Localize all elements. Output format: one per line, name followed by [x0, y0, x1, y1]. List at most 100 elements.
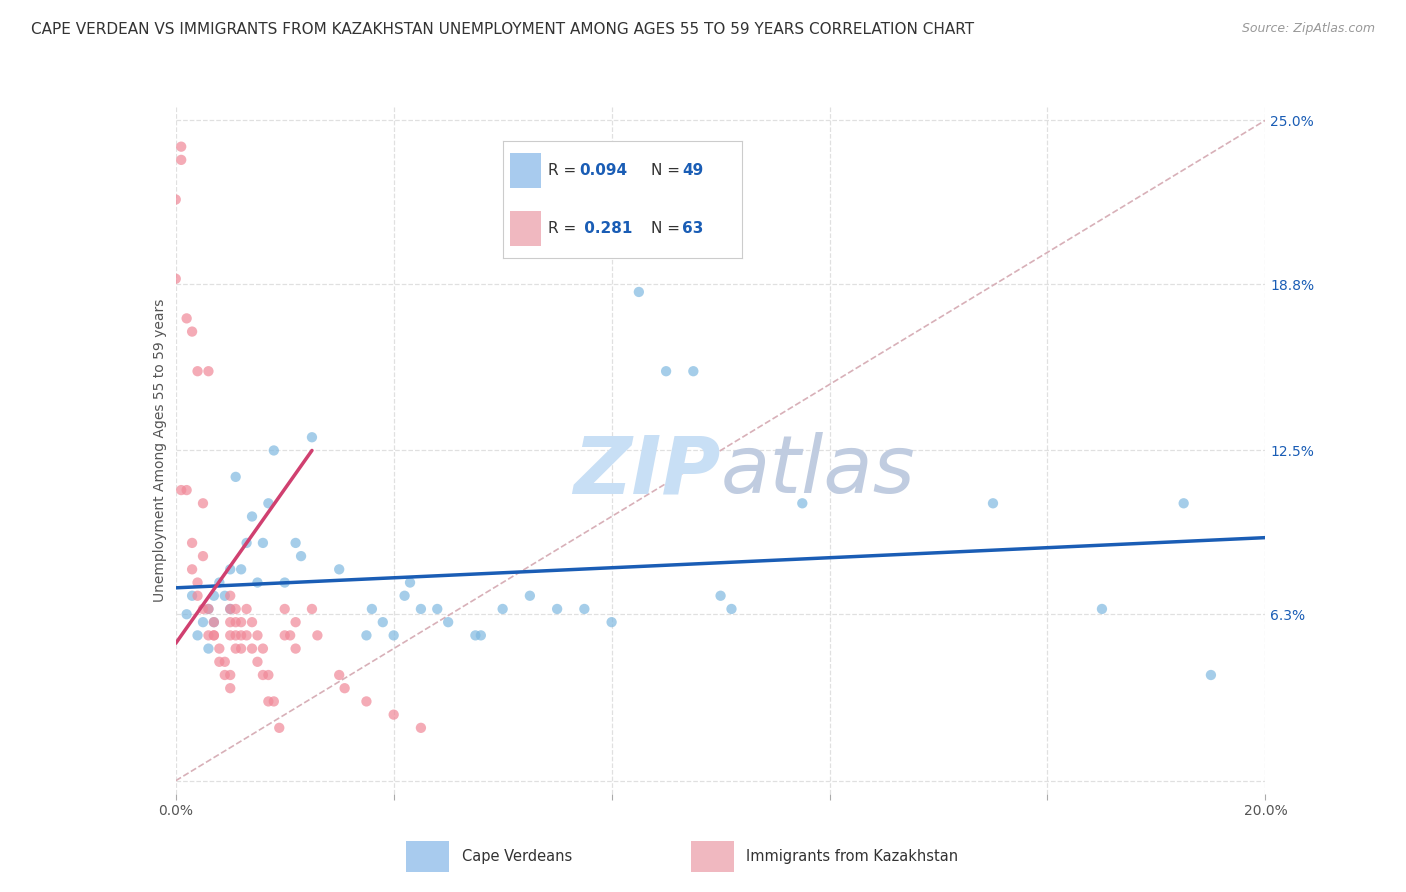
Point: [197, 602, 219, 616]
Point: [284, 536, 307, 550]
Point: [263, 694, 285, 708]
Point: [360, 602, 382, 616]
Point: [1173, 496, 1195, 510]
Point: [202, 628, 225, 642]
Point: [263, 443, 285, 458]
Text: N =: N =: [651, 221, 685, 236]
Bar: [510, 153, 541, 188]
Point: [197, 628, 219, 642]
Text: ZIP: ZIP: [574, 432, 721, 510]
Point: [240, 615, 263, 630]
Point: [176, 607, 198, 622]
Point: [176, 311, 198, 326]
Point: [328, 562, 350, 576]
Point: [219, 668, 242, 682]
Point: [165, 271, 187, 285]
Point: [426, 602, 449, 616]
Point: [246, 628, 269, 642]
Point: [181, 536, 204, 550]
Point: [202, 615, 225, 630]
Point: [197, 602, 219, 616]
Point: [257, 668, 280, 682]
Point: [710, 589, 733, 603]
Point: [394, 589, 416, 603]
Point: [191, 549, 214, 563]
Point: [165, 193, 187, 207]
Point: [170, 153, 193, 167]
Text: 0.281: 0.281: [579, 221, 633, 236]
Text: R =: R =: [548, 221, 581, 236]
Point: [186, 589, 209, 603]
Point: [399, 575, 422, 590]
Point: [269, 721, 291, 735]
Point: [284, 615, 307, 630]
Point: [181, 562, 204, 576]
Point: [186, 575, 209, 590]
Point: [655, 364, 678, 378]
Point: [246, 575, 269, 590]
Point: [202, 589, 225, 603]
Point: [328, 668, 350, 682]
Point: [219, 628, 242, 642]
Point: [231, 641, 253, 656]
Point: [301, 602, 323, 616]
Point: [409, 721, 432, 735]
Point: [437, 615, 460, 630]
Point: [382, 707, 405, 722]
Point: [371, 615, 394, 630]
Point: [274, 628, 297, 642]
Point: [191, 602, 214, 616]
Point: [170, 139, 193, 153]
Point: [225, 641, 247, 656]
Point: [202, 628, 225, 642]
Point: [274, 602, 297, 616]
Point: [225, 615, 247, 630]
Point: [240, 509, 263, 524]
Point: [191, 615, 214, 630]
Point: [546, 602, 568, 616]
Bar: [690, 840, 734, 872]
Text: 63: 63: [682, 221, 704, 236]
Point: [492, 602, 515, 616]
Text: 49: 49: [682, 163, 703, 178]
Point: [225, 602, 247, 616]
Point: [574, 602, 596, 616]
Point: [186, 628, 209, 642]
Text: 0.094: 0.094: [579, 163, 627, 178]
Point: [600, 615, 623, 630]
Point: [208, 655, 231, 669]
Point: [170, 483, 193, 497]
Point: [235, 536, 257, 550]
Point: [1199, 668, 1222, 682]
Point: [382, 628, 405, 642]
Point: [519, 589, 541, 603]
Point: [225, 470, 247, 484]
Point: [191, 496, 214, 510]
Text: Source: ZipAtlas.com: Source: ZipAtlas.com: [1241, 22, 1375, 36]
Point: [186, 364, 209, 378]
Text: Cape Verdeans: Cape Verdeans: [461, 849, 572, 863]
Point: [197, 641, 219, 656]
Point: [720, 602, 742, 616]
Point: [246, 655, 269, 669]
Point: [252, 668, 274, 682]
Point: [225, 628, 247, 642]
Point: [682, 364, 704, 378]
Point: [356, 694, 378, 708]
Point: [197, 364, 219, 378]
Point: [278, 628, 301, 642]
Point: [307, 628, 329, 642]
Point: [219, 589, 242, 603]
Point: [290, 549, 312, 563]
Point: [235, 602, 257, 616]
Point: [202, 615, 225, 630]
Bar: [406, 840, 450, 872]
Point: [235, 628, 257, 642]
Point: [231, 562, 253, 576]
Text: atlas: atlas: [721, 432, 915, 510]
Point: [214, 589, 236, 603]
Point: [219, 681, 242, 696]
Point: [301, 430, 323, 444]
Text: Immigrants from Kazakhstan: Immigrants from Kazakhstan: [747, 849, 959, 863]
Point: [257, 694, 280, 708]
